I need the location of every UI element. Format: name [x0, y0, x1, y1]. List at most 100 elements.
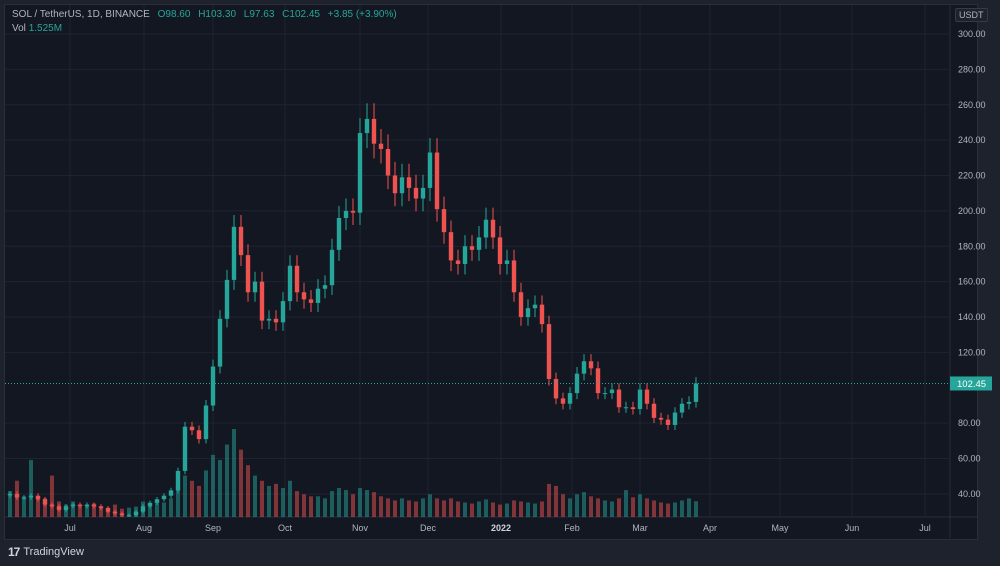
candle-body: [259, 281, 265, 321]
candle-body: [413, 187, 419, 199]
candle-body: [7, 493, 13, 496]
candle-body: [203, 405, 209, 440]
candle-body: [378, 143, 384, 149]
candle-body: [217, 318, 223, 367]
volume-bar: [526, 502, 530, 517]
candle-body: [308, 299, 314, 303]
candle-body: [210, 366, 216, 406]
candle-body: [175, 470, 181, 491]
volume-bar: [85, 504, 89, 517]
symbol-label[interactable]: SOL / TetherUS, 1D, BINANCE: [12, 9, 150, 20]
y-tick-label: 160.00: [958, 277, 986, 287]
candle-body: [336, 217, 342, 250]
volume-bar: [666, 503, 670, 517]
candle-body: [686, 401, 692, 404]
candle-body: [189, 426, 195, 431]
candle-body: [133, 511, 139, 516]
candle-body: [98, 506, 104, 509]
volume-bar: [260, 480, 264, 517]
candle-body: [315, 288, 321, 303]
candle-body: [21, 497, 27, 499]
volume-bar: [400, 498, 404, 517]
candle-body: [224, 279, 230, 319]
volume-bar: [232, 429, 236, 517]
volume-bar: [680, 500, 684, 517]
candle-body: [280, 301, 286, 323]
candle-body: [287, 265, 293, 302]
x-tick-label: 2022: [491, 523, 511, 533]
candle-body: [672, 412, 678, 425]
candle-body: [574, 373, 580, 394]
volume-bar: [470, 503, 474, 517]
change-value: +3.85 (+3.90%): [327, 9, 397, 20]
candle-body: [126, 515, 132, 517]
volume-bar: [99, 506, 103, 517]
candle-body: [343, 210, 349, 218]
candle-body: [392, 175, 398, 194]
candle-body: [651, 403, 657, 418]
low-value: L97.63: [243, 9, 275, 20]
candle-body: [483, 219, 489, 238]
volume-bar: [638, 494, 642, 517]
candle-body: [588, 361, 594, 369]
candle-body: [427, 152, 433, 188]
volume-bar: [344, 490, 348, 517]
y-tick-label: 180.00: [958, 241, 986, 251]
volume-bar: [155, 500, 159, 517]
candle-body: [56, 506, 62, 510]
volume-bar: [512, 500, 516, 517]
volume-bar: [372, 492, 376, 517]
candle-body: [182, 426, 188, 471]
candle-body: [329, 249, 335, 286]
candle-body: [245, 255, 251, 293]
x-tick-label: Apr: [703, 523, 717, 533]
volume-bar: [92, 503, 96, 517]
candle-body: [560, 398, 566, 404]
volume-bar: [421, 498, 425, 517]
volume-bar: [386, 498, 390, 517]
volume-bar: [477, 501, 481, 517]
candle-body: [70, 504, 76, 507]
candle-body: [497, 237, 503, 264]
y-tick-label: 40.00: [958, 489, 981, 499]
brand-label[interactable]: TradingView: [23, 546, 84, 558]
candle-body: [105, 508, 111, 512]
candle-body: [42, 499, 48, 505]
y-tick-label: 280.00: [958, 64, 986, 74]
candle-body: [294, 265, 300, 293]
volume-bar: [316, 496, 320, 517]
volume-bar: [582, 492, 586, 517]
volume-bar: [148, 504, 152, 517]
tradingview-logo-icon[interactable]: 17: [8, 545, 20, 559]
volume-bar: [463, 502, 467, 517]
volume-bar: [414, 501, 418, 517]
volume-value: 1.525M: [28, 23, 63, 34]
volume-bar: [197, 485, 201, 517]
x-tick-label: Mar: [632, 523, 648, 533]
volume-bar: [505, 503, 509, 517]
volume-bar: [673, 502, 677, 517]
candle-body: [84, 504, 90, 507]
volume-bar: [337, 488, 341, 517]
volume-bar: [442, 500, 446, 517]
volume-bar: [519, 501, 523, 517]
currency-button[interactable]: USDT: [955, 8, 988, 22]
candle-body: [238, 226, 244, 256]
volume-bar: [36, 496, 40, 517]
volume-bar: [449, 498, 453, 517]
volume-bar: [393, 500, 397, 517]
last-price-label: 102.45: [957, 379, 986, 390]
candle-body: [665, 419, 671, 425]
volume-bar: [127, 507, 131, 517]
volume-bar: [407, 500, 411, 517]
y-tick-label: 60.00: [958, 454, 981, 464]
candle-body: [350, 210, 356, 213]
x-tick-label: Jun: [845, 523, 860, 533]
volume-bar: [652, 500, 656, 517]
volume-bar: [162, 502, 166, 517]
candle-body: [385, 148, 391, 176]
volume-bar: [358, 488, 362, 517]
volume-bar: [365, 490, 369, 517]
volume-bar: [169, 498, 173, 517]
